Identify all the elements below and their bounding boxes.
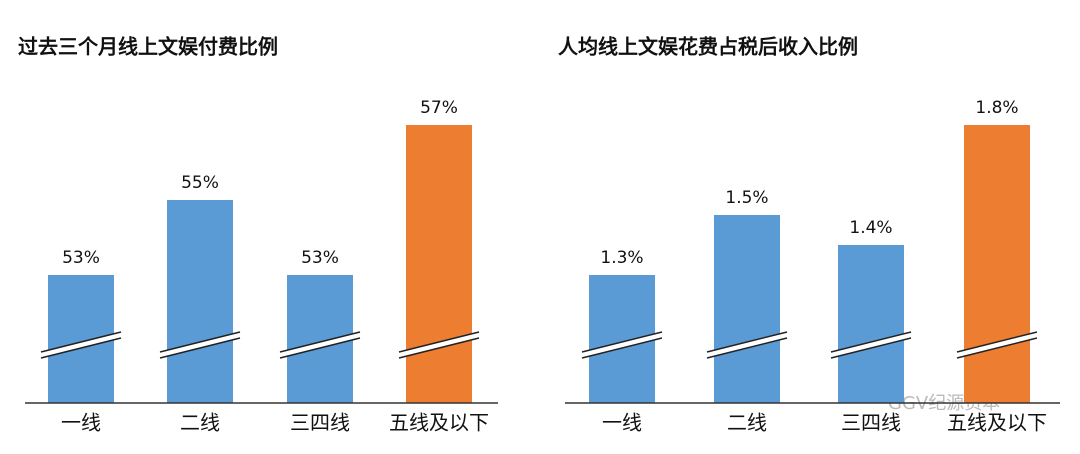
axis-break-line [830,331,912,353]
axis-break-line [279,337,361,359]
value-label: 57% [420,98,458,118]
axis-break-line [581,331,663,353]
value-label: 1.3% [600,248,643,268]
x-tick-label: 三四线 [290,411,350,435]
x-tick-label: 二线 [727,411,767,435]
bar [406,125,472,403]
bar [964,125,1030,403]
x-tick-label: 二线 [180,411,220,435]
axis-break-line [706,337,788,359]
bar [838,245,904,403]
axis-break-line [279,331,361,353]
axis-break-line [956,331,1038,353]
axis-break [831,332,911,358]
x-tick-label: 一线 [61,411,101,435]
axis-break-line [956,337,1038,359]
axis-break [582,332,662,358]
value-label: 53% [62,248,100,268]
x-tick-label: 五线及以下 [947,411,1047,435]
value-label: 53% [301,248,339,268]
x-tick-label: 一线 [602,411,642,435]
value-label: 1.8% [975,98,1018,118]
bar [167,200,233,403]
axis-break [957,332,1037,358]
x-tick-label: 三四线 [841,411,901,435]
axis-break-line [398,337,480,359]
axis-break-line [581,337,663,359]
x-tick-label: 五线及以下 [389,411,489,435]
bar [714,215,780,403]
axis-break [160,332,240,358]
axis-break-line [830,337,912,359]
chart-title: 过去三个月线上文娱付费比例 [18,35,278,59]
axis-break-line [398,331,480,353]
axis-break-line [159,337,241,359]
axis-break-line [40,331,122,353]
axis-break [41,332,121,358]
axis-break-line [40,337,122,359]
value-label: 55% [181,173,219,193]
axis-break [280,332,360,358]
chart-title: 人均线上文娱花费占税后收入比例 [558,35,858,59]
value-label: 1.4% [849,218,892,238]
axis-break [399,332,479,358]
axis-break-line [159,331,241,353]
value-label: 1.5% [725,188,768,208]
axis-break-line [706,331,788,353]
axis-break [707,332,787,358]
